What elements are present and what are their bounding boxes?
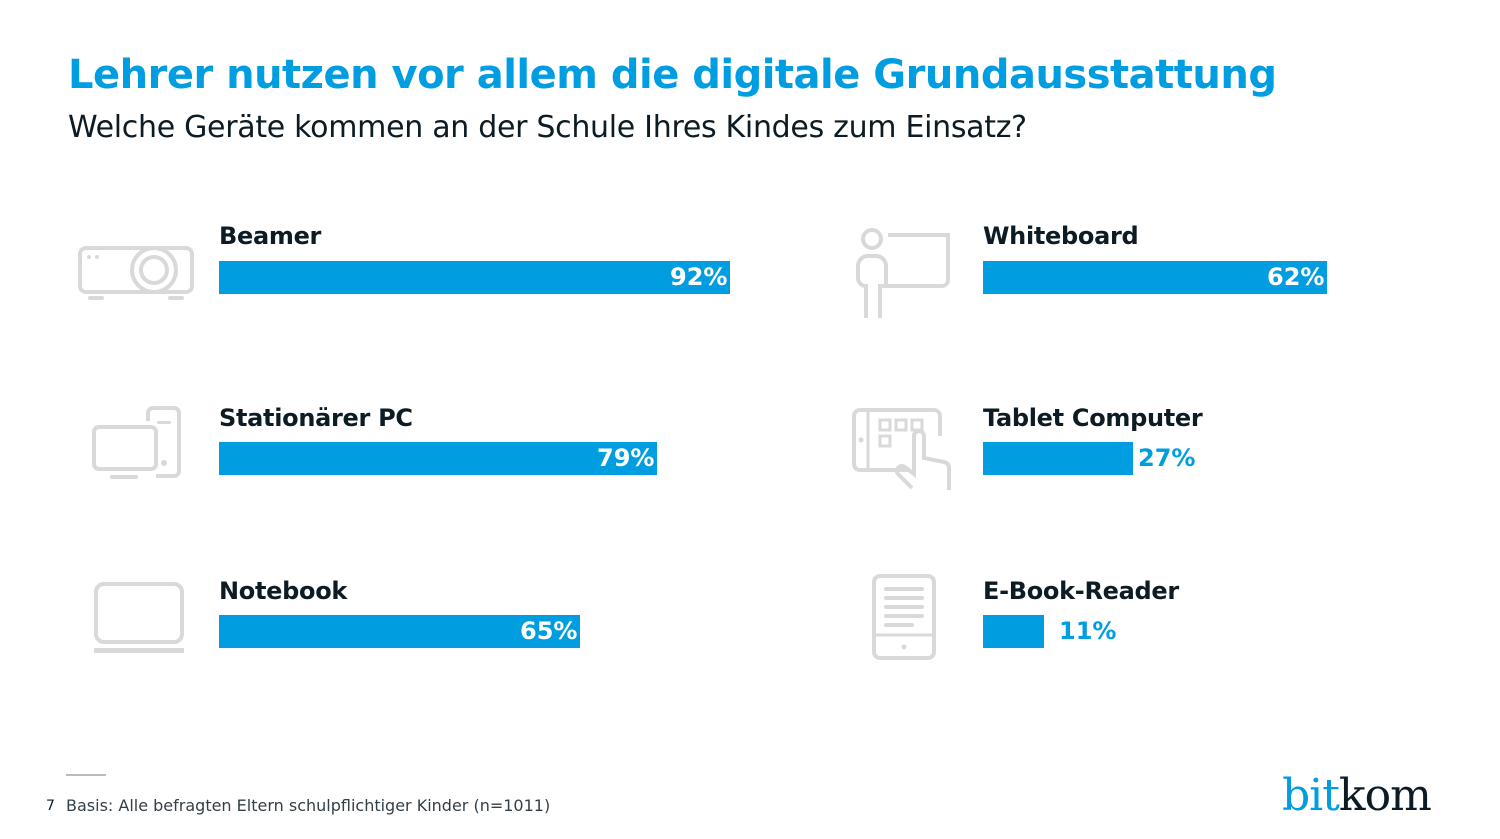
bar-track: 11%	[983, 615, 1500, 648]
bar-value-label: 65%	[520, 617, 578, 645]
bar	[219, 442, 657, 475]
laptop-icon	[94, 582, 184, 653]
footer-divider	[66, 774, 106, 776]
desktop-pc-icon	[92, 406, 181, 479]
bar-value-label: 79%	[597, 444, 655, 472]
bar-value-label: 27%	[1138, 444, 1196, 472]
bar-track: 79%	[219, 442, 774, 475]
bar	[219, 615, 580, 648]
bar-label: Stationärer PC	[219, 404, 413, 432]
bar-label: Whiteboard	[983, 222, 1139, 250]
ebook-reader-icon	[872, 574, 936, 660]
bar-label: E-Book-Reader	[983, 577, 1179, 605]
bitkom-logo: bitkom	[1282, 770, 1432, 821]
bar-value-label: 62%	[1267, 263, 1325, 291]
bar	[983, 261, 1327, 294]
bar-label: Tablet Computer	[983, 404, 1203, 432]
bar-track: 27%	[983, 442, 1500, 475]
tablet-touch-icon	[852, 408, 951, 490]
page-title: Lehrer nutzen vor allem die digitale Gru…	[68, 52, 1277, 98]
bar	[219, 261, 730, 294]
projector-icon	[78, 246, 194, 300]
bar-label: Beamer	[219, 222, 322, 250]
bar-track: 62%	[983, 261, 1500, 294]
whiteboard-teacher-icon	[856, 228, 950, 318]
page-subtitle: Welche Geräte kommen an der Schule Ihres…	[68, 110, 1027, 145]
bar-value-label: 92%	[670, 263, 728, 291]
bar-value-label: 11%	[1059, 617, 1117, 645]
logo-part-kom: kom	[1338, 770, 1432, 821]
bar-track: 92%	[219, 261, 774, 294]
bar	[983, 442, 1133, 475]
bar	[983, 615, 1044, 648]
footnote: Basis: Alle befragten Eltern schulpflich…	[66, 796, 551, 815]
bar-label: Notebook	[219, 577, 348, 605]
logo-part-bit: bit	[1282, 770, 1340, 821]
page-number: 7	[46, 798, 55, 814]
bar-track: 65%	[219, 615, 774, 648]
